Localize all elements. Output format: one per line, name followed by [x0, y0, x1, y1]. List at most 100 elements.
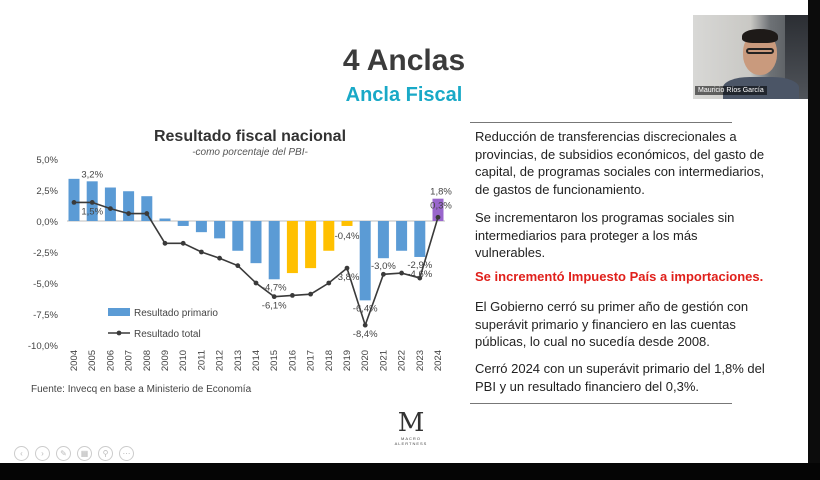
zoom-icon[interactable]: ⚲: [98, 446, 113, 461]
data-label-2015: -4,7%: [262, 282, 287, 293]
x-tick-2016: 2016: [287, 350, 298, 371]
paragraph-social-programs: Se incrementaron los programas sociales …: [475, 210, 735, 260]
x-tick-2018: 2018: [324, 350, 335, 371]
paragraph-impuesto-pais: Se incrementó Impuesto País a importacio…: [475, 269, 764, 284]
legend-marker-total: [116, 330, 122, 336]
point-2017: [308, 291, 313, 297]
x-tick-2004: 2004: [69, 350, 80, 371]
x-tick-2020: 2020: [360, 350, 371, 371]
bar-2024: [432, 198, 444, 221]
bar-2009: [159, 218, 171, 221]
slide-title: 4 Anclas: [342, 44, 466, 77]
data-label-2005: 3,2%: [81, 169, 103, 180]
bar-2008: [141, 196, 153, 221]
point-2006: [108, 206, 113, 212]
bar-2011: [195, 221, 207, 233]
bar-2019: [341, 221, 353, 226]
x-tick-2023: 2023: [415, 350, 426, 371]
point-2019: [344, 265, 350, 271]
arrow-right-icon[interactable]: ›: [35, 446, 50, 461]
y-tick-label: 0,0%: [36, 217, 58, 228]
bar-2016: [286, 221, 298, 274]
point-2004: [71, 200, 77, 205]
bar-2015: [268, 221, 280, 280]
bar-2022: [396, 221, 408, 251]
fiscal-result-chart: 5,0% 2,5% 0,0% -2,5% -5,0% -7,5% -10,0% 2004 200…: [28, 155, 452, 371]
bar-2017: [305, 221, 317, 269]
legend-label-total: Resultado total: [134, 329, 201, 340]
point-2013: [235, 263, 241, 269]
point-2018: [326, 280, 332, 286]
data-label-2023: -2,9%: [407, 260, 432, 271]
bar-2018: [323, 221, 335, 251]
y-tick-label: -7,5%: [33, 310, 58, 321]
window-bottom-bar: [0, 463, 820, 480]
window-edge: [808, 0, 820, 480]
x-tick-2009: 2009: [160, 350, 171, 371]
participant-name: Mauricio Ríos García: [695, 86, 767, 95]
bar-2023: [414, 221, 426, 257]
y-tick-label: 5,0%: [36, 155, 58, 166]
bar-2010: [177, 221, 189, 226]
point-2007: [126, 211, 131, 216]
x-tick-2005: 2005: [87, 350, 98, 371]
data-label-2023: -4,6%: [407, 269, 432, 280]
point-2010: [180, 240, 186, 246]
x-tick-2011: 2011: [196, 350, 207, 370]
x-tick-2010: 2010: [178, 350, 189, 371]
point-2008: [144, 211, 150, 216]
macro-alertness-logo: M MACRO ALERTNESS: [386, 410, 436, 456]
x-tick-2019: 2019: [342, 350, 353, 371]
point-2022: [399, 270, 404, 276]
point-2021: [381, 271, 386, 277]
y-tick-label: -2,5%: [33, 248, 58, 259]
point-2023: [417, 275, 423, 281]
bar-2014: [250, 221, 262, 264]
pen-icon[interactable]: ✎: [56, 446, 71, 461]
more-icon[interactable]: ⋯: [119, 446, 134, 461]
data-label-2021: -3,0%: [371, 261, 396, 272]
x-tick-2014: 2014: [251, 350, 262, 371]
point-2012: [217, 255, 223, 261]
data-label-2015: -6,1%: [262, 301, 287, 312]
presentation-slide: 4 Anclas Ancla Fiscal Resultado fiscal n…: [0, 0, 808, 463]
point-2009: [162, 240, 168, 246]
arrow-left-icon[interactable]: ‹: [14, 446, 29, 461]
legend-swatch-primary: [108, 308, 130, 316]
slides-icon[interactable]: ▦: [77, 446, 92, 461]
data-label-2020: -6,4%: [353, 303, 378, 314]
data-label-2005: 1,5%: [81, 206, 103, 217]
x-tick-2012: 2012: [215, 350, 226, 371]
presentation-toolbar: ‹ › ✎ ▦ ⚲ ⋯: [14, 446, 134, 461]
y-tick-label: 2,5%: [36, 186, 58, 197]
data-label-2019: -0,4%: [335, 231, 360, 242]
bar-2004: [68, 178, 80, 221]
paragraph-cuts: Reducción de transferencias discrecional…: [475, 129, 765, 197]
top-divider: [470, 122, 732, 123]
point-2015: [271, 294, 277, 300]
legend-label-primary: Resultado primario: [134, 308, 218, 319]
y-tick-label: -5,0%: [33, 279, 58, 290]
paragraph-surplus: El Gobierno cerró su primer año de gesti…: [475, 299, 749, 349]
data-label-2024: 1,8%: [430, 187, 452, 198]
point-2020: [362, 322, 368, 328]
bar-2020: [359, 221, 371, 301]
x-tick-2022: 2022: [397, 350, 408, 371]
bar-2013: [232, 221, 244, 251]
webcam-tile[interactable]: Mauricio Ríos García: [693, 15, 820, 99]
x-tick-2006: 2006: [105, 350, 116, 371]
point-2024: [435, 214, 441, 220]
paragraph-2024-result: Cerró 2024 con un superávit primario del…: [475, 361, 765, 394]
x-tick-2008: 2008: [142, 350, 153, 371]
bar-2012: [214, 221, 226, 239]
bar-2006: [104, 187, 116, 221]
point-2014: [253, 280, 259, 286]
x-tick-2015: 2015: [269, 350, 280, 371]
data-label-2019: -3,8%: [335, 272, 360, 283]
x-tick-2021: 2021: [378, 350, 389, 371]
point-2016: [290, 293, 295, 298]
point-2011: [199, 249, 204, 255]
data-label-2020: -8,4%: [353, 329, 378, 340]
point-2005: [89, 200, 95, 205]
x-tick-2013: 2013: [233, 350, 244, 371]
